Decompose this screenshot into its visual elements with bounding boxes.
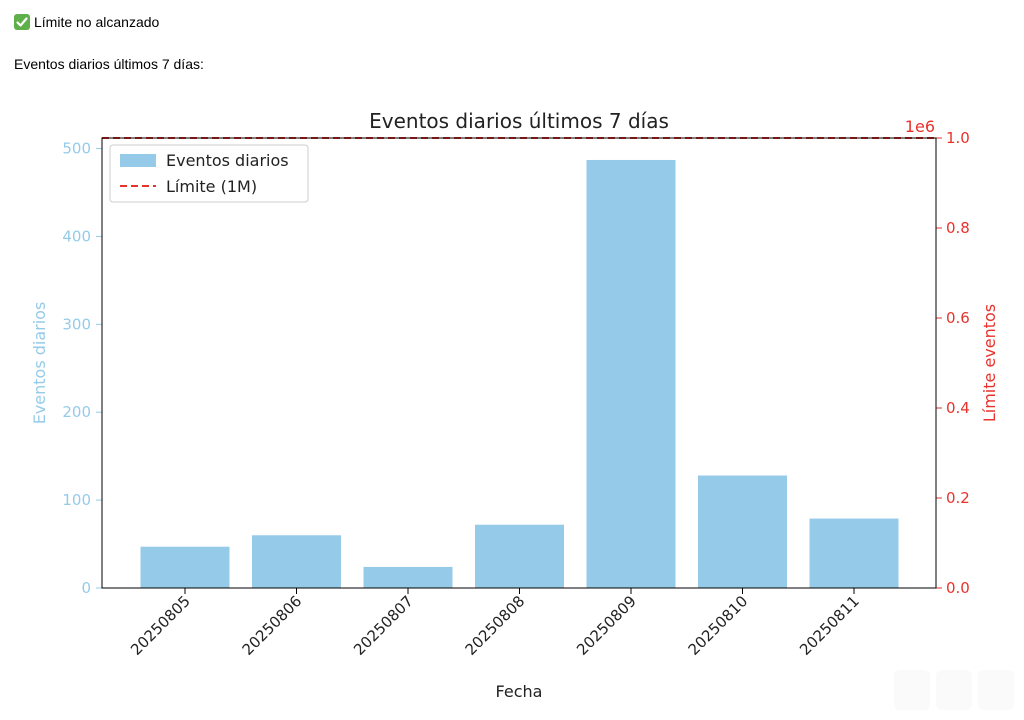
y-tick-label-right: 0.8 (946, 219, 970, 237)
x-tick-label: 20250808 (462, 592, 529, 659)
y-tick-label-left: 300 (62, 315, 91, 333)
y-tick-label-left: 500 (62, 140, 91, 158)
x-axis-label: Fecha (496, 682, 543, 701)
x-tick-label: 20250805 (127, 592, 194, 659)
bar-20250811 (809, 518, 899, 588)
legend-label-bars: Eventos diarios (166, 151, 289, 170)
x-ticks-group: 20250805 20250806 20250807 20250808 20250809… (127, 588, 863, 659)
ghost-tile (978, 670, 1014, 710)
ghost-tile (894, 670, 930, 710)
plot-frame (101, 137, 937, 589)
ghost-tile (936, 670, 972, 710)
legend-label-limit: Límite (1M) (166, 177, 257, 196)
legend-swatch-bars (120, 154, 156, 167)
chart: Eventos diarios últimos 7 días 20250805 2… (30, 109, 999, 701)
y-ticks-right-group: 0.0 0.2 0.4 0.6 0.8 1.0 (935, 129, 970, 597)
y-tick-label-left: 100 (62, 491, 91, 509)
y-tick-label-left: 400 (62, 227, 91, 245)
status-text: Límite no alcanzado (34, 14, 160, 30)
y-tick-label-right: 1.0 (946, 129, 970, 147)
x-tick-label: 20250806 (239, 592, 306, 659)
bar-20250807 (363, 566, 453, 588)
chart-container: Eventos diarios últimos 7 días 20250805 2… (0, 95, 1024, 710)
bar-20250810 (698, 475, 787, 588)
y-tick-label-left: 0 (81, 579, 91, 597)
section-label: Eventos diarios últimos 7 días: (14, 56, 204, 72)
y-tick-label-right: 0.6 (946, 309, 970, 327)
bar-20250808 (475, 524, 564, 588)
bars-group (102, 137, 936, 588)
y-tick-label-right: 0.2 (946, 489, 970, 507)
right-axis-multiplier: 1e6 (905, 117, 935, 136)
x-tick-label: 20250810 (685, 592, 752, 659)
bar-20250805 (140, 546, 230, 588)
bar-20250806 (252, 535, 341, 588)
y-tick-label-right: 0.0 (946, 579, 970, 597)
check-icon (14, 14, 30, 30)
y-tick-label-right: 0.4 (946, 399, 970, 417)
bar-20250809 (586, 159, 676, 588)
y-axis-label-right: Límite eventos (980, 304, 999, 422)
y-tick-label-left: 200 (62, 403, 91, 421)
y-axis-label-left: Eventos diarios (30, 302, 49, 425)
legend-box (109, 144, 309, 203)
status-line: Límite no alcanzado (14, 14, 159, 30)
x-tick-label: 20250807 (350, 592, 417, 659)
corner-toolbar-ghost (894, 670, 1014, 710)
legend: Eventos diarios Límite (1M) (109, 144, 309, 203)
x-tick-label: 20250809 (573, 592, 640, 659)
chart-title: Eventos diarios últimos 7 días (369, 109, 669, 133)
y-ticks-left-group: 0 100 200 300 400 500 (62, 140, 102, 597)
x-tick-label: 20250811 (796, 592, 863, 659)
